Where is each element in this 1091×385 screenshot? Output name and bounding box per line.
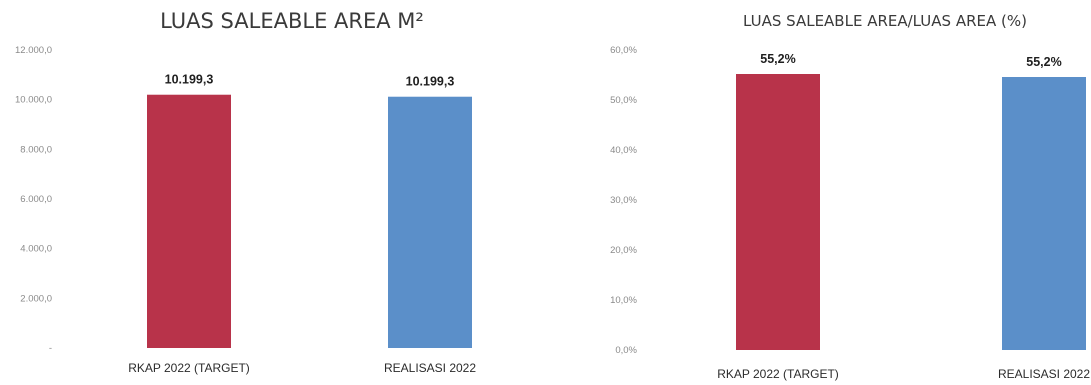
y-tick-label: 4.000,0 [20,244,52,255]
y-tick-label: 10,0% [610,295,637,306]
y-tick-label: 12.000,0 [15,45,52,56]
y-tick-label: 20,0% [610,245,637,256]
y-tick-label: 8.000,0 [20,144,52,155]
data-label: 10.199,3 [165,73,214,87]
y-tick-label: 10.000,0 [15,95,52,106]
data-labels: 10.199,3 10.199,3 [165,73,455,89]
data-label: 55,2% [760,52,795,66]
y-tick-label: 0,0% [615,345,637,356]
bars [736,74,1086,350]
y-tick-label: 6.000,0 [20,194,52,205]
category-label: REALISASI 2022 [384,361,476,375]
bars [147,94,472,349]
y-tick-label: 50,0% [610,95,637,106]
bar-target [736,74,820,350]
category-label: RKAP 2022 (TARGET) [128,361,250,375]
data-label: 55,2% [1026,55,1061,69]
y-tick-label: 30,0% [610,195,637,206]
bar-target [147,94,231,349]
bar-realisasi [388,96,472,349]
x-axis-categories: RKAP 2022 (TARGET) REALISASI 2022 [128,361,476,375]
x-axis-categories: RKAP 2022 (TARGET) REALISASI 2022 [717,367,1090,381]
bar-realisasi [1002,77,1086,350]
y-axis-ticks: - 2.000,0 4.000,0 6.000,0 8.000,0 10.000,0 12.… [15,45,52,354]
data-labels: 55,2% 55,2% [760,52,1061,69]
saleable-area-chart-svg: LUAS SALEABLE AREA M² - 2.000,0 4.000,0 6.0… [15,9,476,375]
y-tick-label: 40,0% [610,145,637,156]
saleable-ratio-chart: LUAS SALEABLE AREA/LUAS AREA (%) 0,0% 10,… [545,0,1091,385]
y-axis-ticks: 0,0% 10,0% 20,0% 30,0% 40,0% 50,0% 60,0% [610,45,637,356]
y-tick-label: - [49,343,52,354]
saleable-ratio-chart-svg: LUAS SALEABLE AREA/LUAS AREA (%) 0,0% 10,… [610,12,1090,381]
data-label: 10.199,3 [406,75,455,89]
chart-title: LUAS SALEABLE AREA/LUAS AREA (%) [743,12,1027,30]
saleable-area-chart: LUAS SALEABLE AREA M² - 2.000,0 4.000,0 6.0… [0,0,545,385]
y-tick-label: 2.000,0 [20,293,52,304]
category-label: REALISASI 2022 [998,367,1090,381]
category-label: RKAP 2022 (TARGET) [717,367,839,381]
chart-title: LUAS SALEABLE AREA M² [160,9,424,33]
y-tick-label: 60,0% [610,45,637,56]
